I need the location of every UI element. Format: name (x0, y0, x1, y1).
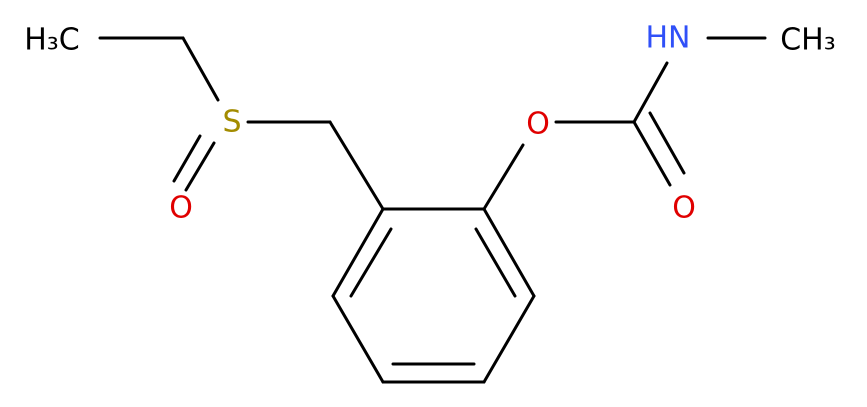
bond (482, 143, 525, 211)
bond (648, 111, 686, 175)
bond (632, 120, 672, 187)
atom-label: H₃C (24, 23, 80, 58)
atom-label: HN (646, 21, 691, 56)
bond (349, 227, 393, 298)
bond (482, 207, 536, 298)
atom-label: O (169, 191, 193, 226)
bonds (98, 36, 767, 384)
atom-label: CH₃ (780, 23, 836, 58)
atom-label: O (672, 191, 696, 226)
atom-label: O (526, 107, 550, 142)
atom-label: S (222, 105, 241, 140)
bond (474, 227, 517, 298)
bond (184, 141, 216, 192)
bond (172, 134, 202, 183)
bond (328, 120, 385, 211)
bond (632, 61, 669, 124)
bond (482, 294, 536, 384)
bond (331, 294, 385, 384)
bond (181, 36, 220, 102)
bond (331, 207, 385, 298)
